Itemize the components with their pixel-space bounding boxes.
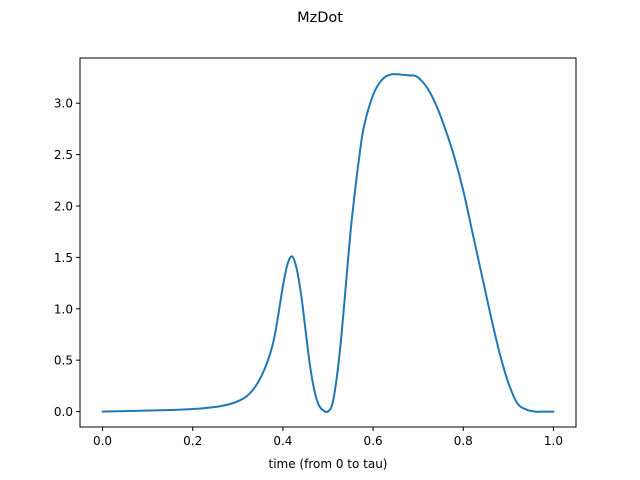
- x-axis-ticks: 0.0 0.2 0.4 0.6 0.8 1.0: [93, 427, 563, 448]
- y-tick-label: 3.0: [54, 97, 73, 111]
- y-tick-label: 0.5: [54, 354, 73, 368]
- axes-frame: [79, 57, 577, 428]
- chart-title: MzDot: [297, 10, 343, 26]
- y-tick-label: 1.5: [54, 251, 73, 265]
- x-tick-label: 0.8: [454, 434, 473, 448]
- y-tick-label: 1.0: [54, 302, 73, 316]
- x-tick-label: 0.2: [183, 434, 202, 448]
- x-axis-label: time (from 0 to tau): [268, 457, 387, 471]
- y-tick-label: 0.0: [54, 405, 73, 419]
- x-tick-label: 0.4: [273, 434, 292, 448]
- x-tick-label: 0.6: [364, 434, 383, 448]
- x-tick-label: 1.0: [544, 434, 563, 448]
- x-tick-label: 0.0: [93, 434, 112, 448]
- series-line: [101, 73, 555, 414]
- y-tick-label: 2.0: [54, 200, 73, 214]
- y-axis-ticks: 0.0 0.5 1.0 1.5 2.0 2.5 3.0: [54, 97, 80, 419]
- y-tick-label: 2.5: [54, 148, 73, 162]
- plot-area: [79, 57, 577, 428]
